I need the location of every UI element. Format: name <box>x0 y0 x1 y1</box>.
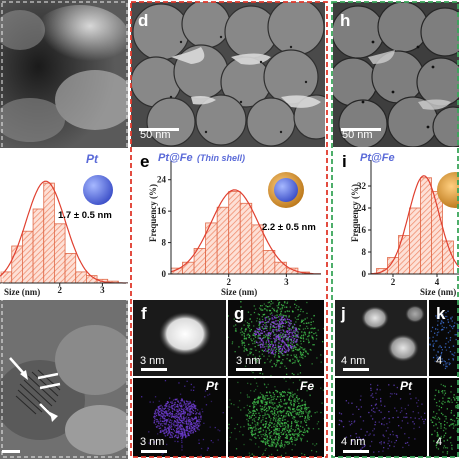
histogram-bar <box>43 182 55 284</box>
y-tick-label: 8 <box>162 238 167 248</box>
fe-eds-map-right <box>429 378 459 457</box>
scale-bar <box>343 450 369 453</box>
histogram-bar <box>21 230 34 284</box>
histogram-bar <box>216 206 230 275</box>
pt-map-scale-middle: 3 nm <box>140 436 165 448</box>
left-hist-xlabel: Size (nm) <box>4 287 41 297</box>
x-tick-label: 2 <box>226 277 231 287</box>
panel-e-xlabel: Size (nm) <box>221 287 258 297</box>
pt-map-scale-right: 4 nm <box>341 436 366 448</box>
x-tick-label: 4 <box>435 277 440 287</box>
histogram-bar <box>75 271 87 284</box>
panel-f-scale: 3 nm <box>140 355 165 367</box>
left-tem-image <box>0 0 128 148</box>
histogram-bar <box>409 207 421 275</box>
scale-bar <box>2 450 20 453</box>
panel-d-letter: d <box>138 11 149 30</box>
panel-j-letter: j <box>341 304 346 323</box>
panel-k-letter: k <box>436 304 446 323</box>
histogram-bar <box>54 223 66 284</box>
histogram-bar <box>420 177 432 275</box>
y-tick-label: 0 <box>362 269 367 279</box>
x-tick-label: 3 <box>100 285 105 295</box>
panel-e-ylabel: Frequency (%) <box>148 183 159 243</box>
histogram-bar <box>274 261 287 275</box>
histogram-bar <box>64 253 77 284</box>
panel-i-letter: i <box>342 152 347 171</box>
panel-g-scale: 3 nm <box>236 355 261 367</box>
y-tick-label: 16 <box>157 206 167 216</box>
left-hist-title: Pt <box>86 152 98 166</box>
histogram-bar <box>32 208 45 284</box>
histogram-bar <box>228 191 241 275</box>
scale-bar <box>141 368 167 371</box>
pt-map-label-middle: Pt <box>206 379 218 393</box>
panel-h-scale: 50 nm <box>342 129 373 141</box>
panel-f-letter: f <box>141 304 147 323</box>
panel-i-xlabel: Size (nm) <box>420 287 457 297</box>
pt-sphere-icon <box>83 175 113 205</box>
scale-bar <box>141 450 167 453</box>
histogram-bar <box>182 261 195 275</box>
panel-h-letter: h <box>340 11 351 30</box>
panel-i-title: Pt@Fe <box>360 152 395 164</box>
panel-i-ylabel: Frequency (%) <box>350 183 361 243</box>
panel-e-subtitle: (Thin shell) <box>197 153 245 163</box>
histogram-bar <box>262 250 276 275</box>
panel-k-scale: 4 <box>436 355 443 367</box>
scale-bar <box>236 368 262 371</box>
x-tick-label: 3 <box>284 277 289 287</box>
histogram-bar <box>11 245 23 284</box>
x-tick-label: 2 <box>391 277 396 287</box>
left-hist-size-label: 1.7 ± 0.5 nm <box>58 210 112 221</box>
fe-map-label-middle: Fe <box>300 379 315 393</box>
x-tick-label: 2 <box>57 285 62 295</box>
pt-map-label-right: Pt <box>400 379 412 393</box>
panel-h-tem-image <box>333 2 459 147</box>
right-bottom-scale: 4 <box>436 436 443 448</box>
scale-bar <box>343 368 369 371</box>
left-hrtem-image <box>0 300 128 459</box>
y-tick-label: 0 <box>162 269 167 279</box>
panel-d-tem-image <box>131 2 325 147</box>
y-tick-label: 24 <box>157 175 167 185</box>
panel-d-scale: 50 nm <box>140 129 171 141</box>
histogram-bar <box>398 235 410 275</box>
panel-e-title: Pt@Fe <box>158 152 193 164</box>
panel-e-letter: e <box>140 152 150 171</box>
panel-g-letter: g <box>234 304 245 323</box>
histogram-bar <box>239 202 253 275</box>
panel-j-scale: 4 nm <box>341 355 366 367</box>
y-tick-label: 8 <box>362 247 367 257</box>
panel-e-size-label: 2.2 ± 0.5 nm <box>262 222 316 233</box>
